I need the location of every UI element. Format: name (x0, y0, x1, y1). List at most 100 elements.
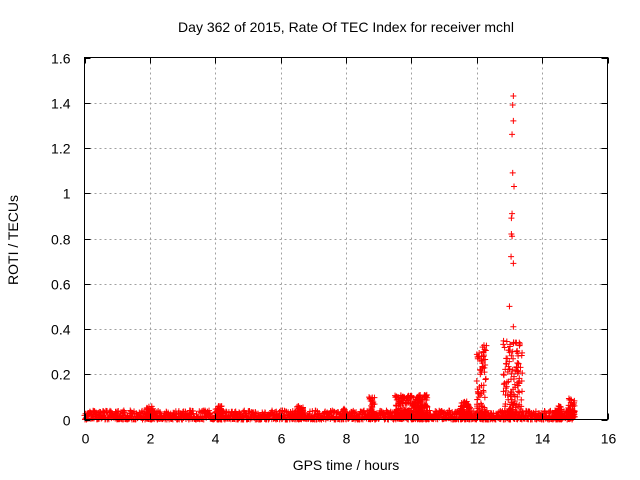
data-point (516, 389, 523, 396)
data-point (404, 397, 411, 404)
data-point (506, 303, 513, 310)
data-point (556, 403, 563, 410)
data-point (570, 412, 577, 419)
data-point (156, 409, 163, 416)
y-tick-label: 0.6 (51, 277, 71, 293)
data-point (466, 413, 473, 420)
data-point (405, 396, 412, 403)
data-point (512, 397, 519, 404)
data-point (474, 353, 481, 360)
data-point (418, 410, 425, 417)
x-tick-label: 10 (404, 431, 420, 447)
data-point (473, 378, 480, 385)
y-tick-label: 1.4 (51, 96, 71, 112)
data-point (503, 387, 510, 394)
data-point (510, 92, 517, 99)
y-tick-label: 0.4 (51, 322, 71, 338)
data-point (392, 402, 399, 409)
data-point (114, 408, 121, 415)
data-point (366, 394, 373, 401)
data-point (515, 403, 522, 410)
data-point (553, 408, 560, 415)
data-point (392, 410, 399, 417)
data-point (478, 357, 485, 364)
data-point (507, 401, 514, 408)
data-point (555, 403, 562, 410)
data-point (366, 409, 373, 416)
data-point (509, 348, 516, 355)
data-point (507, 341, 514, 348)
data-point (299, 408, 306, 415)
data-point (511, 381, 518, 388)
y-tick-label: 0.8 (51, 232, 71, 248)
data-point (509, 210, 516, 217)
data-point (510, 323, 517, 330)
data-point (394, 415, 401, 422)
data-point (510, 117, 517, 124)
data-point (509, 131, 516, 138)
data-point (516, 342, 523, 349)
data-point (369, 399, 376, 406)
x-tick-label: 0 (82, 431, 90, 447)
data-point (565, 406, 572, 413)
x-tick-label: 16 (601, 431, 617, 447)
data-point (218, 407, 225, 414)
data-point (500, 388, 507, 395)
data-point (508, 352, 515, 359)
data-point (512, 339, 519, 346)
data-point (480, 387, 487, 394)
data-point (340, 406, 347, 413)
y-tick-label: 1.2 (51, 141, 71, 157)
data-point (340, 413, 347, 420)
x-tick-labels: 0 2 4 6 8 10 12 14 16 (82, 431, 617, 447)
data-point (569, 402, 576, 409)
data-point (510, 373, 517, 380)
data-point (481, 394, 488, 401)
data-point (465, 409, 472, 416)
data-point (147, 406, 154, 413)
data-point (294, 412, 301, 419)
data-point (518, 396, 525, 403)
data-point (474, 403, 481, 410)
data-point (464, 403, 471, 410)
data-point (466, 412, 473, 419)
data-point (514, 393, 521, 400)
data-point (415, 395, 422, 402)
data-point (410, 401, 417, 408)
x-tick-label: 8 (343, 431, 351, 447)
data-point (370, 410, 377, 417)
data-point (481, 369, 488, 376)
data-point (506, 349, 513, 356)
data-point (474, 388, 481, 395)
data-point (503, 338, 510, 345)
data-point (516, 375, 523, 382)
data-point (509, 233, 516, 240)
data-point (207, 410, 214, 417)
axis-ticks (84, 57, 609, 421)
data-point (316, 410, 323, 417)
data-point (395, 398, 402, 405)
data-point (473, 351, 480, 358)
data-point (401, 413, 408, 420)
data-point (417, 391, 424, 398)
data-point (401, 407, 408, 414)
data-point (501, 380, 508, 387)
y-tick-label: 1.6 (51, 51, 71, 67)
data-point (315, 410, 322, 417)
y-tick-labels: 0 0.2 0.4 0.6 0.8 1 1.2 1.4 1.6 (51, 51, 71, 429)
data-points (81, 92, 578, 423)
data-point (511, 183, 518, 190)
x-tick-label: 2 (147, 431, 155, 447)
data-point (367, 406, 374, 413)
data-point (481, 406, 488, 413)
x-tick-label: 4 (212, 431, 220, 447)
data-point (457, 405, 464, 412)
data-point (143, 406, 150, 413)
data-point (503, 360, 510, 367)
data-point (508, 215, 515, 222)
y-axis-label: ROTI / TECUs (5, 195, 21, 285)
data-point (510, 260, 517, 267)
data-point (508, 253, 515, 260)
data-point (514, 382, 521, 389)
